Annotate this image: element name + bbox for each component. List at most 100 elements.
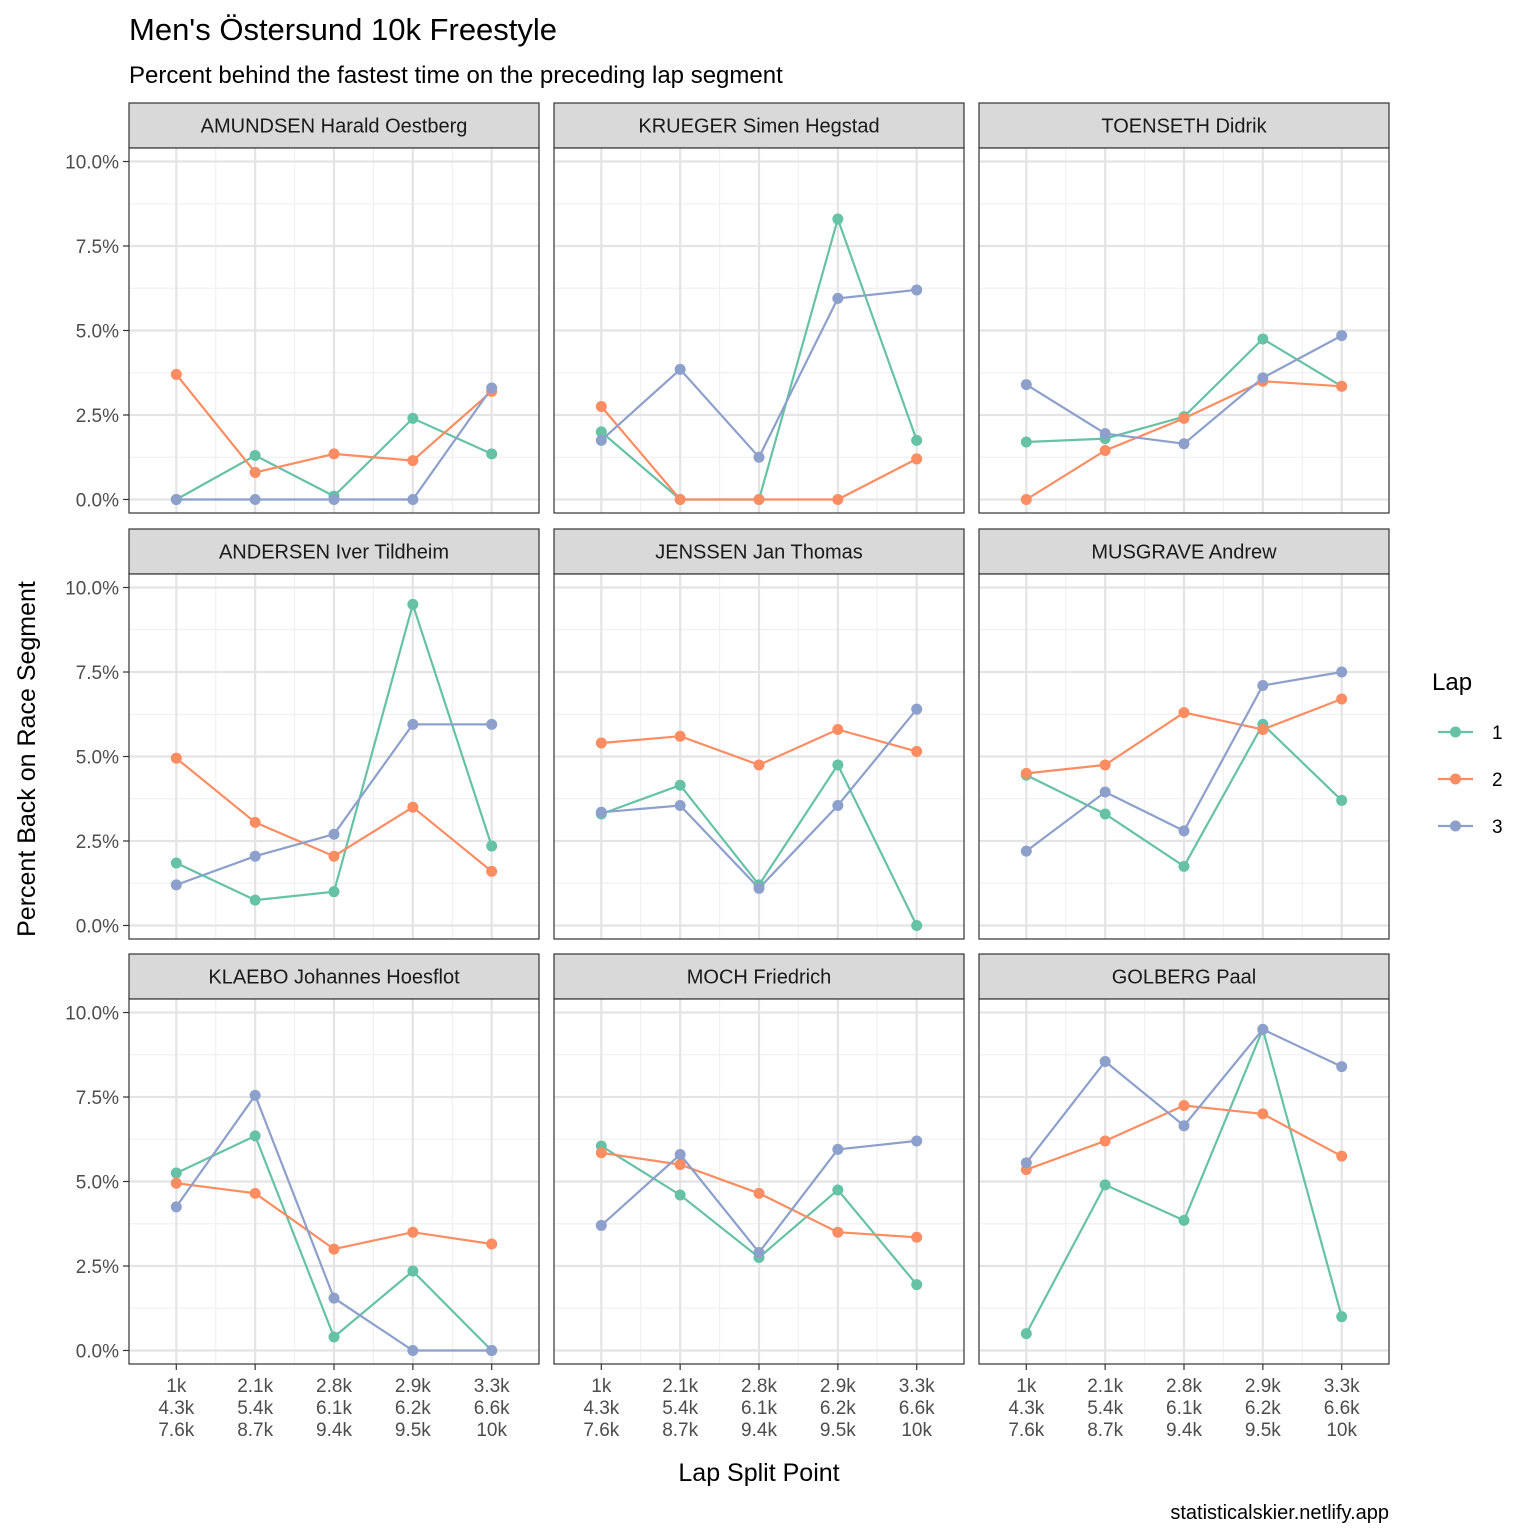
data-point-lap-3 xyxy=(674,363,686,375)
gridlines xyxy=(554,999,964,1364)
y-tick-label: 10.0% xyxy=(65,579,119,600)
data-point-lap-2 xyxy=(170,752,182,764)
chart-caption: statisticalskier.netlify.app xyxy=(1170,1502,1389,1524)
x-tick-label: 9.4k xyxy=(316,1420,352,1441)
x-tick-label: 2.1k xyxy=(1087,1376,1123,1397)
data-point-lap-2 xyxy=(1336,1150,1348,1162)
x-tick-label: 5.4k xyxy=(1087,1398,1123,1419)
facet-strip xyxy=(978,102,1390,149)
y-tick-label: 2.5% xyxy=(76,832,119,853)
data-point-lap-3 xyxy=(486,382,498,394)
data-point-lap-3 xyxy=(911,1135,923,1147)
x-tick-label: 6.2k xyxy=(820,1398,856,1419)
data-point-lap-1 xyxy=(1336,794,1348,806)
y-tick-label: 10.0% xyxy=(65,153,119,174)
x-tick-label: 2.8k xyxy=(1166,1376,1202,1397)
data-point-lap-2 xyxy=(674,1159,686,1171)
data-point-lap-3 xyxy=(170,879,182,891)
data-point-lap-1 xyxy=(1099,808,1111,820)
y-tick-label: 7.5% xyxy=(76,237,119,258)
data-point-lap-1 xyxy=(674,779,686,791)
data-point-lap-1 xyxy=(170,857,182,869)
y-tick-label: 0.0% xyxy=(76,1341,119,1362)
panel-border xyxy=(553,147,965,514)
x-tick-label: 6.1k xyxy=(316,1398,352,1419)
data-point-lap-1 xyxy=(911,434,923,446)
data-point-lap-1 xyxy=(328,1331,340,1343)
x-tick-label: 8.7k xyxy=(1087,1420,1123,1441)
data-point-lap-3 xyxy=(1257,680,1269,692)
data-point-lap-1 xyxy=(832,759,844,771)
legend-key-point xyxy=(1450,820,1461,832)
data-point-lap-3 xyxy=(170,493,182,505)
data-point-lap-2 xyxy=(595,1147,607,1159)
y-tick-label: 5.0% xyxy=(76,322,119,343)
data-point-lap-2 xyxy=(1099,759,1111,771)
y-tick-label: 2.5% xyxy=(76,406,119,427)
x-tick-label: 2.8k xyxy=(316,1376,352,1397)
x-tick-label: 9.5k xyxy=(395,1420,431,1441)
data-point-lap-3 xyxy=(1178,825,1190,837)
data-point-lap-2 xyxy=(1020,767,1032,779)
gridlines xyxy=(554,148,964,513)
data-point-lap-3 xyxy=(1257,372,1269,384)
legend: Lap 1 2 3 xyxy=(1432,669,1503,838)
data-point-lap-2 xyxy=(486,1238,498,1250)
y-tick-label: 5.0% xyxy=(76,1173,119,1194)
legend-item-lap-1: 1 xyxy=(1438,723,1503,744)
data-point-lap-3 xyxy=(1257,1023,1269,1035)
data-point-lap-3 xyxy=(911,703,923,715)
y-axis-label: Percent Back on Race Segment xyxy=(13,581,41,937)
facet-strip xyxy=(128,102,540,149)
data-point-lap-3 xyxy=(328,493,340,505)
y-tick-label: 2.5% xyxy=(76,1257,119,1278)
data-point-lap-2 xyxy=(911,745,923,757)
data-point-lap-3 xyxy=(832,800,844,812)
data-point-lap-2 xyxy=(753,1187,765,1199)
legend-key-point xyxy=(1450,726,1461,738)
data-point-lap-1 xyxy=(1020,436,1032,448)
x-tick-label: 5.4k xyxy=(662,1398,698,1419)
facet-strip-label: JENSSEN Jan Thomas xyxy=(655,542,863,564)
data-point-lap-3 xyxy=(486,718,498,730)
facet-strip-label: KLAEBO Johannes Hoesflot xyxy=(208,967,460,989)
data-point-lap-3 xyxy=(170,1201,182,1213)
data-point-lap-3 xyxy=(1336,330,1348,342)
x-tick-label: 4.3k xyxy=(158,1398,194,1419)
data-point-lap-3 xyxy=(1178,438,1190,450)
chart-subtitle: Percent behind the fastest time on the p… xyxy=(129,62,783,89)
chart-title: Men's Östersund 10k Freestyle xyxy=(129,12,557,47)
facet-panel: TOENSETH Didrik xyxy=(978,102,1390,514)
data-point-lap-1 xyxy=(595,426,607,438)
data-point-lap-2 xyxy=(407,801,419,813)
x-tick-label: 7.6k xyxy=(583,1420,619,1441)
data-point-lap-2 xyxy=(1099,1135,1111,1147)
facet-panel: MOCH Friedrich 1k4.3k7.6k 2.1k5.4k8.7k 2.8k… xyxy=(553,953,965,1441)
data-point-lap-2 xyxy=(328,850,340,862)
data-point-lap-3 xyxy=(674,800,686,812)
data-point-lap-3 xyxy=(1099,1056,1111,1068)
data-point-lap-3 xyxy=(407,493,419,505)
data-point-lap-1 xyxy=(407,598,419,610)
data-point-lap-2 xyxy=(328,1243,340,1255)
x-tick-label: 6.6k xyxy=(1324,1398,1360,1419)
x-tick-label: 2.1k xyxy=(662,1376,698,1397)
data-point-lap-3 xyxy=(249,1089,261,1101)
data-point-lap-2 xyxy=(1336,380,1348,392)
data-point-lap-3 xyxy=(328,1292,340,1304)
data-point-lap-2 xyxy=(753,759,765,771)
data-point-lap-2 xyxy=(170,1177,182,1189)
data-point-lap-3 xyxy=(249,850,261,862)
x-tick-label: 1k xyxy=(1016,1376,1037,1397)
x-tick-label: 2.8k xyxy=(741,1376,777,1397)
x-tick-label: 2.9k xyxy=(820,1376,856,1397)
data-point-lap-1 xyxy=(249,894,261,906)
x-tick-label: 2.9k xyxy=(395,1376,431,1397)
x-tick-label: 4.3k xyxy=(583,1398,619,1419)
data-point-lap-2 xyxy=(1099,444,1111,456)
data-point-lap-1 xyxy=(249,450,261,462)
data-point-lap-3 xyxy=(595,806,607,818)
data-point-lap-3 xyxy=(1336,1061,1348,1073)
y-tick-label: 7.5% xyxy=(76,663,119,684)
